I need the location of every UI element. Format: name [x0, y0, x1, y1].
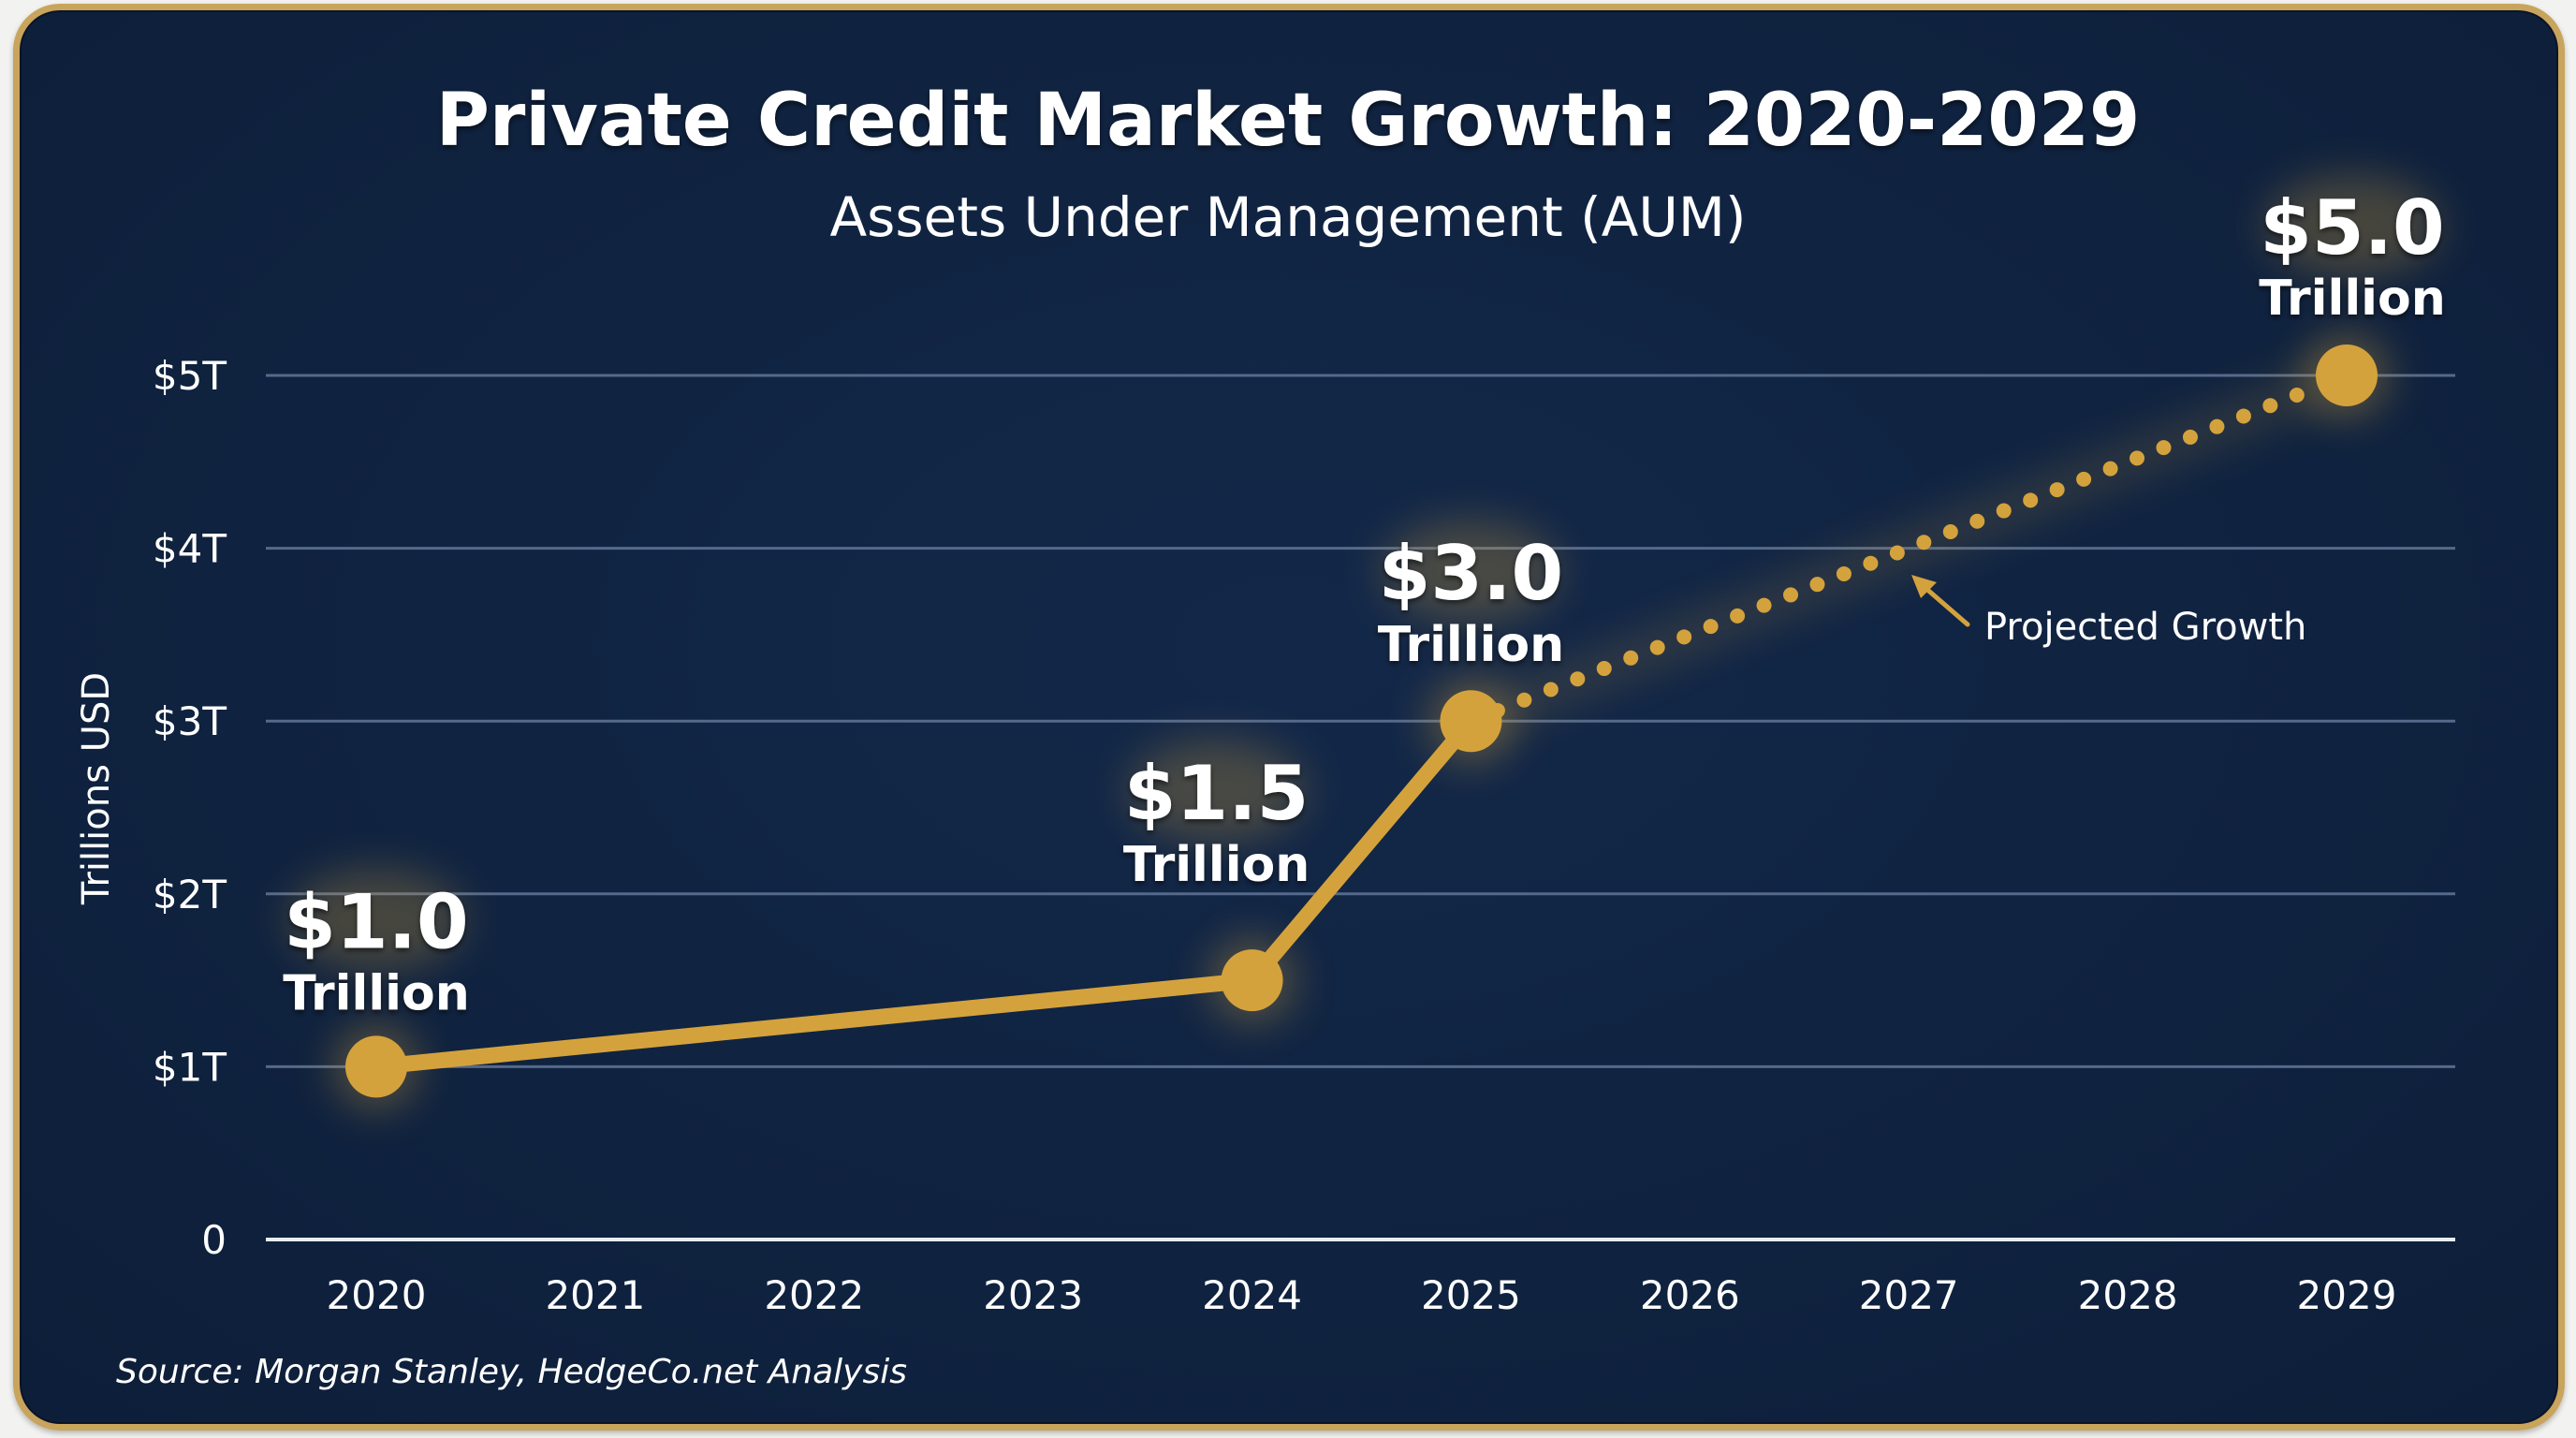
data-point-2024 [1221, 949, 1283, 1012]
label-glow [1382, 520, 1560, 624]
projected-dot [1756, 597, 1772, 613]
x-tick-label: 2029 [2297, 1272, 2397, 1318]
data-label-unit: Trillion [2259, 271, 2445, 327]
data-label-unit: Trillion [1378, 617, 1564, 673]
label-glow [1127, 740, 1306, 844]
projected-dot [1889, 545, 1905, 561]
data-label-unit: Trillion [1123, 837, 1310, 893]
label-glow [287, 868, 465, 972]
projected-dot [1570, 671, 1586, 687]
projected-dot [1703, 619, 1719, 635]
projected-dot [1516, 692, 1532, 708]
projected-dot [1649, 639, 1665, 655]
x-tick-label: 2024 [1202, 1272, 1302, 1318]
data-labels: $1.0Trillion$1.5Trillion$3.0Trillion$5.0… [283, 184, 2445, 1021]
data-label-value: $3.0 [1379, 530, 1563, 617]
projected-dot [1996, 503, 2012, 519]
label-glow [2263, 174, 2441, 277]
y-axis-ticks: 0 $1T $2T $3T $4T $5T [153, 353, 227, 1263]
x-tick-label: 2021 [545, 1272, 645, 1318]
projected-dot [2023, 492, 2039, 508]
y-axis-label: Trillions USD [75, 672, 118, 905]
source-note: Source: Morgan Stanley, HedgeCo.net Anal… [116, 1353, 907, 1391]
projected-dot [2289, 387, 2305, 403]
chart-title: Private Credit Market Growth: 2020-2029 [436, 79, 2141, 163]
x-tick-label: 2026 [1640, 1272, 1740, 1318]
y-tick-label: $1T [153, 1044, 227, 1090]
x-axis-ticks: 2020 2021 2022 2023 2024 2025 2026 2027 2028 2029 [327, 1272, 2397, 1318]
x-tick-label: 2023 [983, 1272, 1083, 1318]
data-label-value: $1.5 [1124, 750, 1309, 837]
projected-dot [1623, 650, 1639, 666]
projected-dot [1596, 661, 1612, 677]
projected-dot [1809, 577, 1825, 593]
projected-dot [2182, 429, 2198, 445]
x-tick-label: 2028 [2078, 1272, 2178, 1318]
projected-dot [2102, 461, 2118, 477]
annotation-projected-growth: Projected Growth [1911, 575, 2306, 649]
y-tick-label: $3T [153, 698, 227, 744]
data-label-unit: Trillion [283, 965, 469, 1021]
projected-dot [1676, 629, 1692, 645]
projected-dot [1916, 535, 1932, 550]
projected-dot [2076, 471, 2092, 487]
y-tick-label: $4T [153, 526, 227, 572]
x-tick-label: 2022 [764, 1272, 864, 1318]
annotation-arrow-head-icon [1911, 575, 1937, 598]
x-tick-label: 2027 [1859, 1272, 1959, 1318]
projected-dot [1863, 555, 1879, 571]
data-point-2029 [2316, 345, 2378, 406]
data-points [345, 345, 2378, 1098]
y-tick-label: 0 [201, 1217, 227, 1263]
projected-dot [2156, 440, 2172, 456]
x-tick-label: 2020 [327, 1272, 427, 1318]
projected-dot [2049, 482, 2065, 498]
projected-dot [2130, 450, 2145, 466]
data-label-value: $1.0 [284, 878, 468, 965]
projected-dot [2262, 398, 2278, 414]
y-tick-label: $5T [153, 353, 227, 399]
data-point-2025 [1440, 690, 1502, 753]
chart-panel [13, 4, 2565, 1431]
projected-dot [1836, 565, 1852, 581]
projected-dot [1969, 513, 1985, 529]
chart-subtitle: Assets Under Management (AUM) [829, 185, 1746, 249]
projected-dot [1543, 682, 1559, 697]
annotation-text: Projected Growth [1984, 606, 2306, 649]
y-tick-label: $2T [153, 872, 227, 917]
data-label-value: $5.0 [2260, 184, 2444, 271]
projected-dot [1783, 587, 1799, 603]
x-tick-label: 2025 [1421, 1272, 1521, 1318]
data-point-2020 [345, 1035, 407, 1098]
projected-dot [1942, 524, 1958, 540]
projected-dot [2209, 418, 2225, 434]
projected-line-glow [1464, 358, 2354, 739]
gridlines [266, 374, 2455, 1241]
projected-dot [2235, 408, 2251, 424]
projected-dot [1730, 608, 1746, 624]
